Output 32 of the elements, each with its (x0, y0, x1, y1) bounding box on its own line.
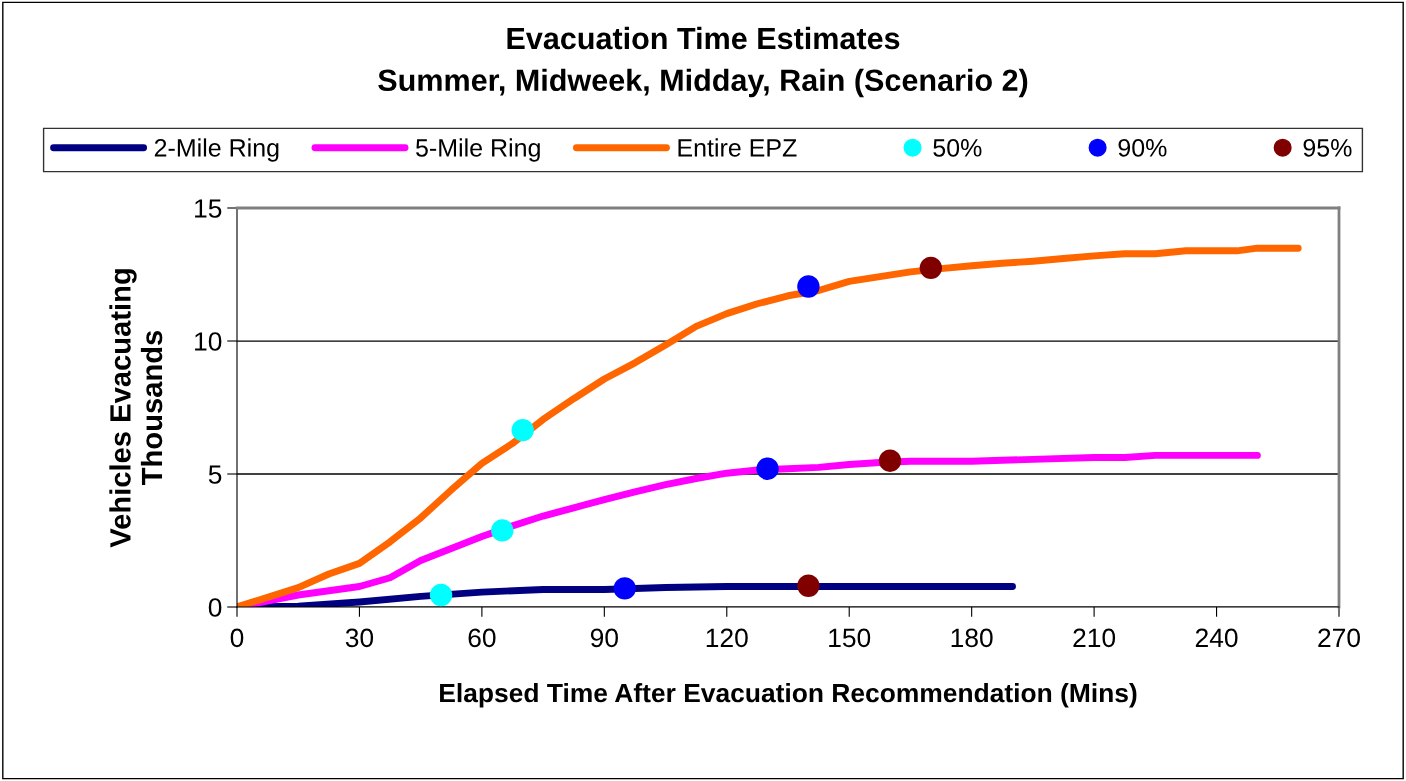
point (756, 457, 779, 480)
legend-label: Entire EPZ (678, 138, 797, 157)
point (797, 275, 820, 298)
x-tick-label: 270 (1318, 628, 1360, 648)
y-tick-label: 0 (208, 598, 222, 617)
point (613, 577, 636, 600)
x-tick-label: 180 (951, 628, 993, 648)
legend-label: 95% (1303, 139, 1352, 157)
x-tick-label: 90 (590, 628, 618, 648)
x-tick-label: 150 (829, 628, 871, 648)
point (797, 574, 820, 597)
legend-label: 90% (1118, 139, 1167, 157)
point (511, 418, 534, 442)
legend-label: 5-Mile Ring (416, 138, 540, 162)
legend-label: 2-Mile Ring (154, 138, 279, 162)
point (491, 519, 514, 542)
x-tick-label: 60 (468, 628, 496, 648)
x-tick-label: 0 (230, 628, 244, 648)
y-axis-title: Vehicles Evacuating Thousands (109, 269, 163, 548)
chart-title: Evacuation Time Estimates Summer, Midweek, Midday, Rain (Scenario 2) (378, 26, 1028, 98)
point (878, 449, 902, 472)
x-tick-label: 240 (1195, 628, 1238, 648)
legend-label: 50% (933, 139, 982, 157)
x-axis-title: Elapsed Time After Evacuation Recommendation (Mins) (440, 682, 1137, 708)
point (429, 583, 453, 607)
point (919, 256, 943, 280)
y-tick-label: 5 (208, 465, 222, 484)
x-tick-label: 30 (345, 628, 374, 648)
x-tick-label: 120 (706, 628, 748, 648)
y-tick-label: 10 (195, 332, 222, 351)
x-tick-label: 210 (1073, 628, 1116, 648)
y-tick-label: 15 (195, 199, 222, 218)
